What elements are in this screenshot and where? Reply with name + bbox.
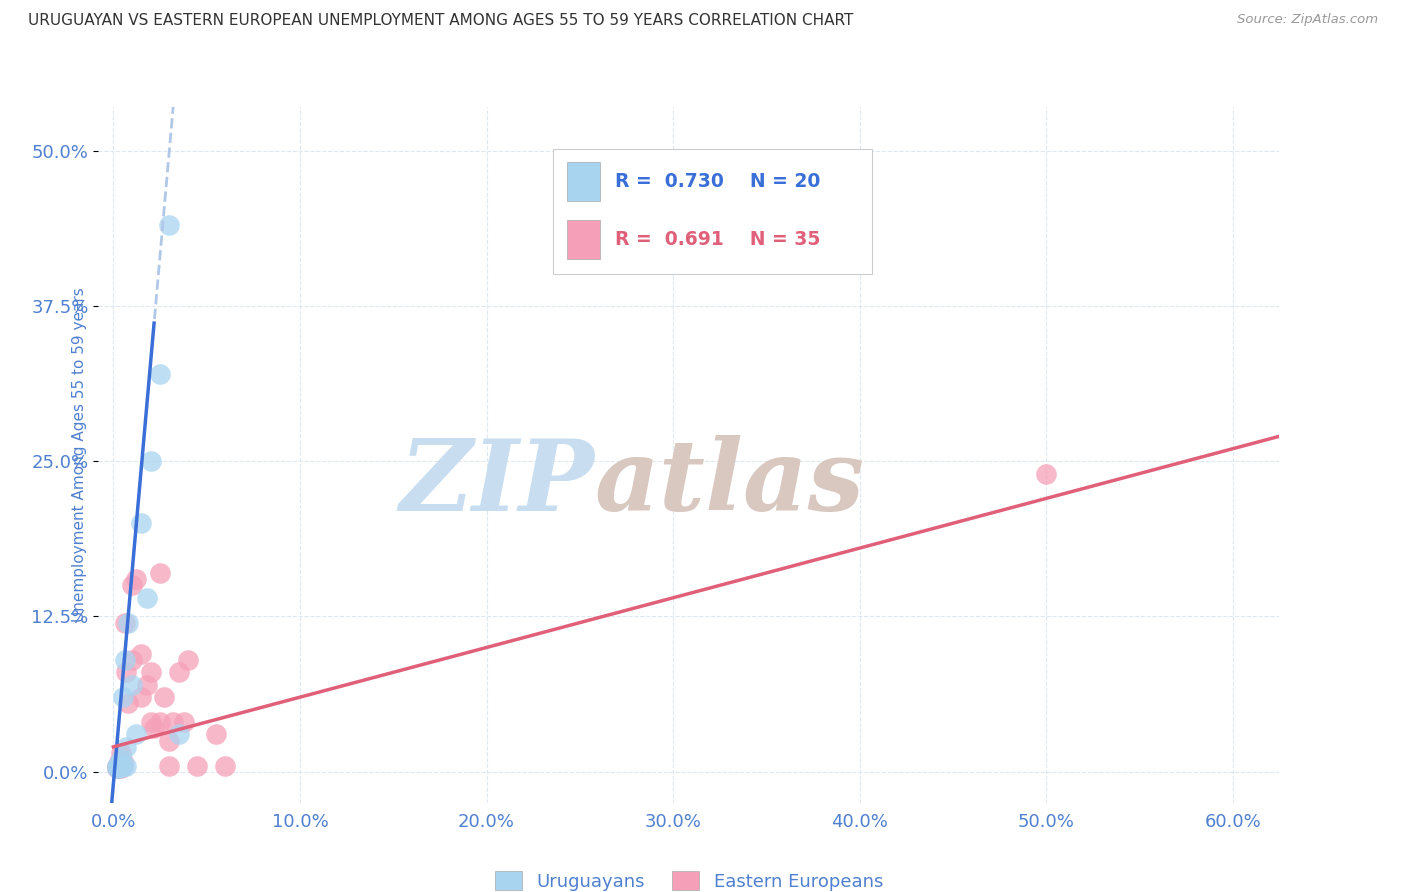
Text: R =  0.691    N = 35: R = 0.691 N = 35 — [614, 230, 820, 249]
Point — [115, 665, 138, 680]
Point — [105, 761, 128, 775]
Point — [110, 746, 132, 760]
Point — [105, 761, 128, 775]
Point — [167, 727, 190, 741]
Point — [131, 690, 153, 705]
Point — [115, 739, 138, 754]
Point — [205, 727, 228, 741]
Text: R =  0.730    N = 20: R = 0.730 N = 20 — [614, 172, 820, 191]
Point — [157, 218, 180, 232]
Point — [139, 665, 162, 680]
Point — [111, 758, 134, 772]
Text: Source: ZipAtlas.com: Source: ZipAtlas.com — [1237, 13, 1378, 27]
Point — [125, 727, 148, 741]
Legend: Uruguayans, Eastern Europeans: Uruguayans, Eastern Europeans — [488, 864, 890, 892]
Point — [110, 752, 132, 766]
Point — [214, 758, 236, 772]
Point — [149, 367, 172, 381]
Point — [186, 758, 208, 772]
Point — [177, 653, 200, 667]
Point — [121, 578, 143, 592]
Point — [111, 758, 134, 772]
Text: URUGUAYAN VS EASTERN EUROPEAN UNEMPLOYMENT AMONG AGES 55 TO 59 YEARS CORRELATION: URUGUAYAN VS EASTERN EUROPEAN UNEMPLOYME… — [28, 13, 853, 29]
Point — [110, 752, 132, 766]
Point — [152, 690, 174, 705]
Point — [108, 761, 131, 775]
Point — [125, 572, 148, 586]
Point — [114, 653, 136, 667]
Point — [108, 761, 131, 775]
Text: ZIP: ZIP — [399, 434, 595, 531]
Bar — [567, 162, 600, 201]
Point — [105, 758, 128, 772]
Text: atlas: atlas — [595, 434, 865, 531]
Point — [136, 678, 159, 692]
Point — [143, 721, 166, 735]
Point — [173, 714, 195, 729]
Point — [111, 755, 134, 769]
Point — [108, 757, 131, 772]
Point — [121, 653, 143, 667]
Point — [131, 647, 153, 661]
Point — [139, 454, 162, 468]
Point — [162, 714, 184, 729]
Point — [111, 690, 134, 705]
Point — [136, 591, 159, 605]
Point — [1035, 467, 1057, 481]
Point — [131, 516, 153, 531]
Point — [139, 714, 162, 729]
Point — [157, 758, 180, 772]
Point — [105, 758, 128, 772]
Point — [121, 678, 143, 692]
Point — [167, 665, 190, 680]
FancyBboxPatch shape — [553, 149, 872, 274]
Point — [115, 758, 138, 772]
Point — [149, 714, 172, 729]
Point — [157, 733, 180, 747]
Point — [110, 761, 132, 775]
Point — [108, 755, 131, 769]
Point — [149, 566, 172, 580]
Point — [114, 615, 136, 630]
Point — [117, 697, 139, 711]
Point — [108, 758, 131, 772]
Point — [110, 760, 132, 774]
Y-axis label: Unemployment Among Ages 55 to 59 years: Unemployment Among Ages 55 to 59 years — [72, 287, 87, 623]
Point — [117, 615, 139, 630]
Bar — [567, 219, 600, 259]
